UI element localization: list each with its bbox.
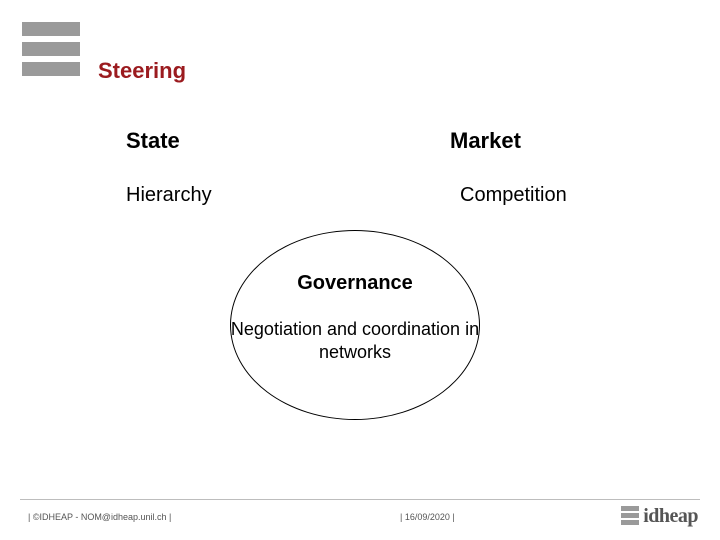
hierarchy-label: Hierarchy <box>126 184 212 207</box>
footer-logo: idheap <box>621 505 698 528</box>
competition-label: Competition <box>460 184 567 207</box>
governance-oval-group: Governance Negotiation and coordination … <box>230 230 480 420</box>
market-heading: Market <box>450 128 521 154</box>
footer-copyright: | ©IDHEAP - NOM@idheap.unil.ch | <box>28 512 171 522</box>
state-heading: State <box>126 128 180 154</box>
footer-divider <box>20 499 700 500</box>
logo-bars-icon <box>22 22 80 82</box>
footer-logo-bars-icon <box>621 506 639 527</box>
footer-logo-text: idheap <box>643 505 698 528</box>
footer-date: | 16/09/2020 | <box>400 512 455 522</box>
slide-title: Steering <box>98 58 186 84</box>
slide: Steering State Market Hierarchy Competit… <box>0 0 720 540</box>
governance-body: Negotiation and coordination in networks <box>230 318 480 365</box>
governance-heading: Governance <box>230 272 480 295</box>
